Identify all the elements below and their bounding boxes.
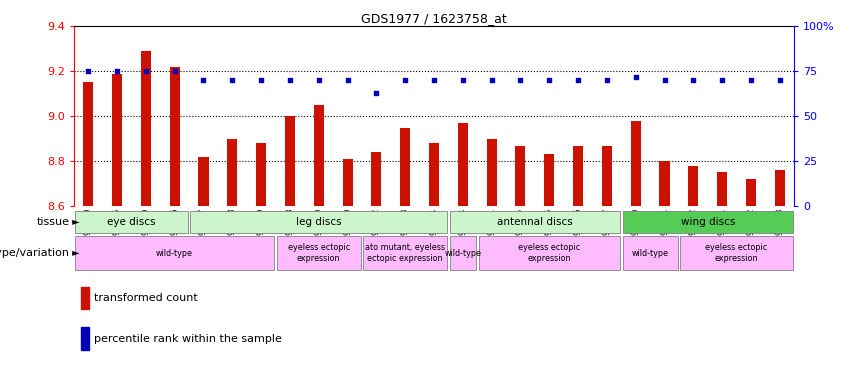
Point [773,77,786,83]
Point [514,77,528,83]
Point [283,77,297,83]
Bar [660,161,669,206]
Bar [622,236,678,270]
Point [139,68,153,74]
Point [571,77,585,83]
Text: antennal discs: antennal discs [497,217,573,227]
Text: ato mutant, eyeless
ectopic expression: ato mutant, eyeless ectopic expression [365,243,445,263]
Text: wild-type: wild-type [632,249,668,258]
Bar [76,236,274,270]
Text: eyeless ectopic
expression: eyeless ectopic expression [518,243,581,263]
Point [628,74,642,80]
Point [168,68,181,74]
Text: genotype/variation: genotype/variation [0,248,69,258]
Bar [688,166,699,206]
Bar [487,139,496,206]
Text: wild-type: wild-type [156,249,194,258]
Bar [141,51,151,206]
Bar [364,236,447,270]
Bar [602,146,612,206]
Point [110,68,124,74]
Text: wing discs: wing discs [681,217,735,227]
Bar [516,146,525,206]
Bar [478,236,620,270]
Bar [190,211,447,233]
Bar [169,67,180,206]
Bar [285,116,295,206]
Point [687,77,700,83]
Bar [450,236,476,270]
Bar [400,128,411,206]
Point [484,77,498,83]
Point [226,77,240,83]
Point [398,77,412,83]
Bar [457,123,468,206]
Text: eyeless ectopic
expression: eyeless ectopic expression [287,243,350,263]
Point [370,90,384,96]
Point [340,77,354,83]
Bar [277,236,360,270]
Bar [746,179,756,206]
Point [312,77,326,83]
Point [658,77,672,83]
Bar [450,211,620,233]
Point [456,77,470,83]
Bar [775,170,785,206]
Text: eyeless ectopic
expression: eyeless ectopic expression [706,243,767,263]
Bar [83,82,93,206]
Text: transformed count: transformed count [94,293,197,303]
Bar [717,172,727,206]
Bar [313,105,324,206]
Bar [544,154,555,206]
Point [542,77,556,83]
Bar [681,236,792,270]
Bar [343,159,352,206]
Point [600,77,614,83]
Bar [81,287,89,309]
Text: tissue: tissue [36,217,69,227]
Text: ►: ► [69,217,80,227]
Bar [573,146,583,206]
Point [744,77,758,83]
Bar [631,121,641,206]
Point [715,77,729,83]
Text: percentile rank within the sample: percentile rank within the sample [94,333,281,344]
Bar [76,211,187,233]
Point [254,77,268,83]
Bar [256,143,266,206]
Text: leg discs: leg discs [296,217,341,227]
Text: wild-type: wild-type [444,249,482,258]
Point [82,68,95,74]
Point [196,77,210,83]
Bar [372,152,381,206]
Bar [112,74,122,206]
Bar [199,157,208,206]
Text: ►: ► [69,248,80,258]
Title: GDS1977 / 1623758_at: GDS1977 / 1623758_at [361,12,507,25]
Bar [81,327,89,350]
Bar [429,143,439,206]
Bar [227,139,237,206]
Text: eye discs: eye discs [107,217,155,227]
Bar [622,211,792,233]
Point [427,77,441,83]
